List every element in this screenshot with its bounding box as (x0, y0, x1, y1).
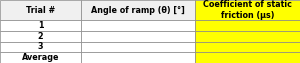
Text: Angle of ramp (θ) [°]: Angle of ramp (θ) [°] (91, 6, 185, 15)
Bar (195, 42, 300, 52)
Text: Coefficient of static
friction (μs): Coefficient of static friction (μs) (203, 0, 292, 20)
Text: 3: 3 (38, 42, 43, 51)
Bar (0, 42, 81, 52)
Bar (81, 42, 195, 52)
Bar (195, 52, 300, 63)
Bar (0, 0, 81, 20)
Bar (195, 31, 300, 42)
Bar (81, 20, 195, 31)
Text: 1: 1 (38, 21, 43, 30)
Text: Trial #: Trial # (26, 6, 55, 15)
Text: 2: 2 (38, 32, 43, 41)
Bar (0, 20, 81, 31)
Bar (195, 20, 300, 31)
Text: Average: Average (22, 53, 59, 62)
Bar (81, 52, 195, 63)
Bar (0, 31, 81, 42)
Bar (0, 52, 81, 63)
Bar (195, 0, 300, 20)
Bar (81, 0, 195, 20)
Bar (81, 31, 195, 42)
